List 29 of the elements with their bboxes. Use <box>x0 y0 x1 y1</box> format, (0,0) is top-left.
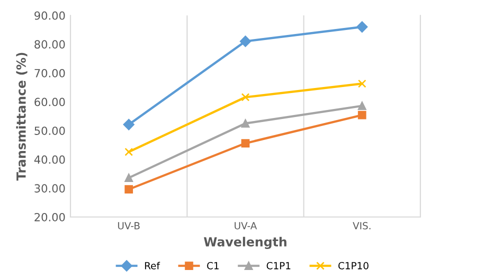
x-tick-label: UV-B <box>118 222 140 230</box>
point <box>241 93 250 102</box>
point <box>358 79 366 88</box>
x-axis-title: Wavelength <box>204 236 286 250</box>
point <box>358 102 366 110</box>
point <box>240 36 252 47</box>
x-tick-label: UV-A <box>234 222 257 230</box>
point <box>241 119 250 128</box>
legend-label: C1P1 <box>266 262 290 270</box>
legend-label: Ref <box>145 262 160 270</box>
y-tick-label: 70.00 <box>34 68 65 78</box>
point <box>124 148 133 156</box>
legend-label: C1P10 <box>338 262 368 270</box>
point <box>124 174 133 182</box>
y-tick-label: 40.00 <box>34 155 65 164</box>
point <box>123 118 134 130</box>
y-tick-label: 30.00 <box>34 184 65 193</box>
legend-label: C1 <box>207 262 219 270</box>
point <box>356 21 368 33</box>
point <box>124 185 133 194</box>
point <box>358 110 366 120</box>
x-tick-label: VIS. <box>352 222 370 230</box>
y-tick-label: 50.00 <box>34 126 65 135</box>
y-tick-label: 60.00 <box>34 98 65 106</box>
point <box>241 139 250 148</box>
y-tick-label: 80.00 <box>34 40 65 49</box>
y-axis-title: Transmittance (%) <box>16 52 28 181</box>
y-tick-label: 20.00 <box>34 212 65 222</box>
y-tick-label: 90.00 <box>34 11 65 20</box>
